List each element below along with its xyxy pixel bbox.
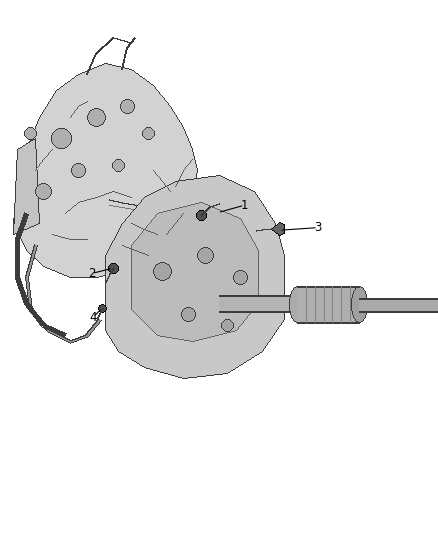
Text: 4: 4 bbox=[89, 311, 97, 324]
Text: 1: 1 bbox=[240, 199, 248, 212]
Text: 3: 3 bbox=[314, 221, 321, 234]
Text: 2: 2 bbox=[88, 267, 96, 280]
